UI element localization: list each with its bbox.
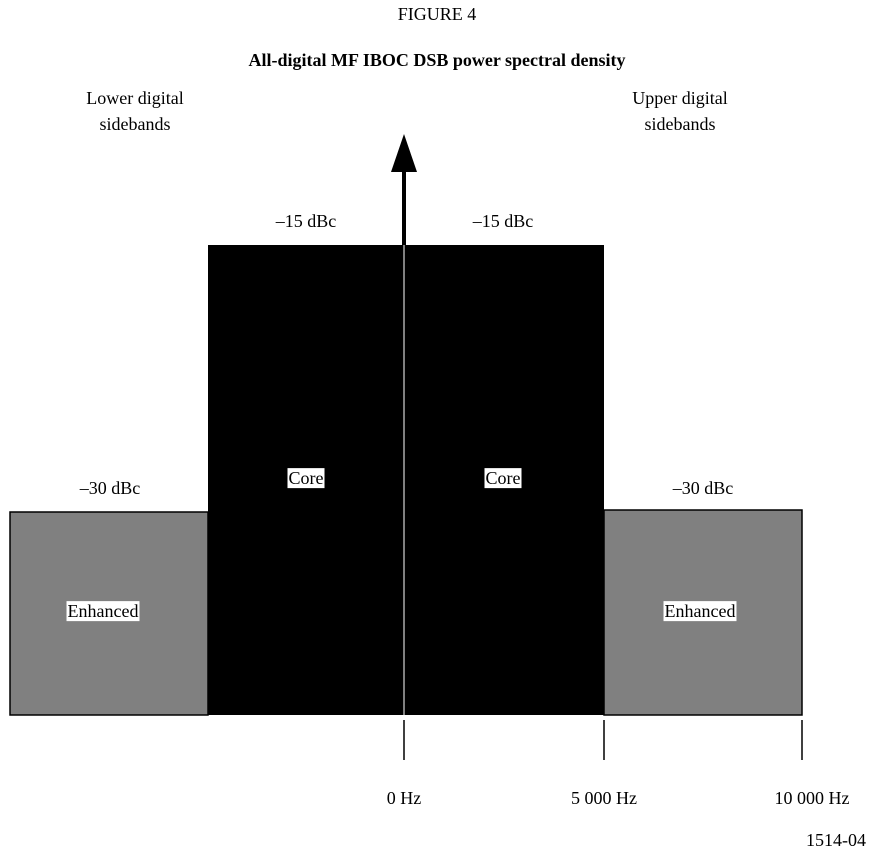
level-label: –15 dBc: [472, 211, 534, 231]
block-label: Enhanced: [665, 601, 736, 621]
lower-label: Lower digital: [86, 88, 183, 108]
lower-label: sidebands: [100, 114, 171, 134]
core-block: [208, 245, 604, 715]
label-box: [66, 601, 140, 622]
tick-label: 5 000 Hz: [571, 788, 637, 808]
tick-label: 10 000 Hz: [775, 788, 850, 808]
tick-label: 0 Hz: [387, 788, 422, 808]
level-label: –30 dBc: [672, 478, 734, 498]
upper-label: Upper digital: [632, 88, 727, 108]
title: All-digital MF IBOC DSB power spectral d…: [249, 50, 626, 70]
upper-label: sidebands: [645, 114, 716, 134]
label-box: [484, 468, 522, 489]
block-label: Core: [289, 468, 324, 488]
label-box: [287, 468, 325, 489]
level-label: –15 dBc: [275, 211, 337, 231]
figure-label: FIGURE 4: [398, 4, 477, 24]
block-label: Enhanced: [68, 601, 139, 621]
label-box: [663, 601, 737, 622]
arrow-head: [391, 134, 417, 172]
figure-id: 1514-04: [806, 830, 866, 850]
block-label: Core: [486, 468, 521, 488]
level-label: –30 dBc: [79, 478, 141, 498]
